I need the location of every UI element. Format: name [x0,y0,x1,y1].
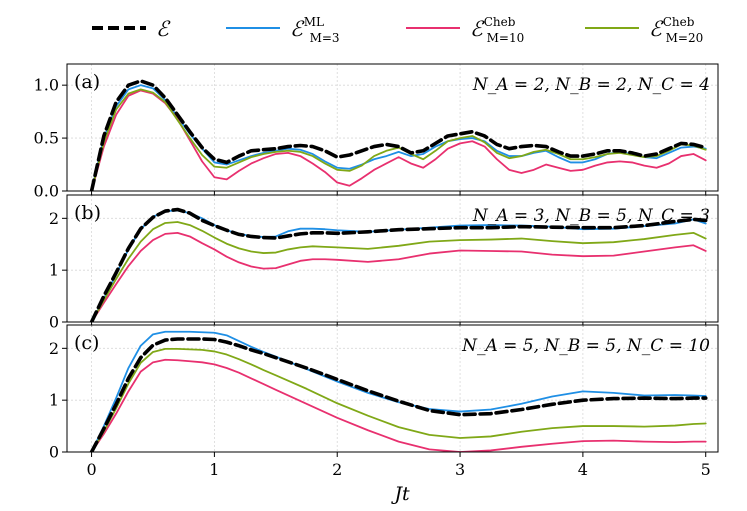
y-tick-label: 0.0 [34,182,59,201]
panel-label: (b) [74,202,101,224]
legend-subscript: M=3 [310,31,340,45]
panel-2: 0 1 2 (c) N_A = 5, N_B = 5, N_C = 10 [49,324,719,462]
x-axis-label: Jt [390,483,410,505]
legend-superscript: Cheb [663,15,695,29]
legend-symbol: ℰ [470,17,485,41]
legend-subscript: M=20 [666,31,704,45]
panel-label: (a) [74,71,100,93]
x-tick-label: 1 [209,460,219,479]
series-line-exact [89,79,708,191]
x-tick-label: 5 [701,460,711,479]
legend-symbol: ℰ [649,17,664,41]
legend-label-ml: ℰML M=3 [290,15,340,45]
y-tick-label: 0.5 [34,129,59,148]
series-line-cheb10 [90,231,707,322]
x-tick-label: 4 [578,460,588,479]
x-tick-label: 3 [455,460,465,479]
legend-label-cheb20: ℰCheb M=20 [649,15,703,45]
y-tick-label: 2 [49,339,59,358]
series-line-exact [89,337,708,452]
legend-symbol: ℰ [290,17,305,41]
panel-0: 0.0 0.5 1.0 (a) N_A = 2, N_B = 2, N_C = 4 [34,63,719,201]
panels: 0.0 0.5 1.0 (a) N_A = 2, N_B = 2, N_C = 4 0 1 2… [34,63,719,479]
y-tick-label: 2 [49,209,59,228]
x-tick-label: 2 [332,460,342,479]
series-line-cheb10 [90,358,707,452]
legend-superscript: ML [304,15,324,29]
series-line-cheb10 [90,89,707,191]
y-tick-label: 1.0 [34,76,59,95]
series-line-exact [89,207,708,322]
legend-symbol: ℰ [156,17,171,41]
panel-params: N_A = 3, N_B = 5, N_C = 3 [472,206,710,226]
panel-frame [66,194,719,323]
y-tick-label: 0 [49,443,59,462]
series-line-cheb20 [90,88,707,191]
panel-params: N_A = 5, N_B = 5, N_C = 10 [461,336,710,356]
y-tick-label: 1 [49,261,59,280]
legend-label-exact: ℰ [156,17,171,41]
panel-frame [66,63,719,192]
y-tick-label: 1 [49,391,59,410]
series-line-cheb20 [90,347,707,452]
legend-label-cheb10: ℰCheb M=10 [470,15,524,45]
legend-superscript: Cheb [484,15,516,29]
y-tick-label: 0 [49,313,59,332]
panel-1: 0 1 2 (b) N_A = 3, N_B = 5, N_C = 3 [49,194,719,332]
legend-subscript: M=10 [487,31,525,45]
panel-frame [66,324,719,453]
x-tick-label: 0 [86,460,96,479]
legend: ℰ ℰML M=3 ℰCheb M=10 ℰCheb M=20 [92,15,703,45]
panel-params: N_A = 2, N_B = 2, N_C = 4 [472,75,710,95]
series-line-cheb20 [90,221,707,322]
panel-label: (c) [74,332,99,354]
